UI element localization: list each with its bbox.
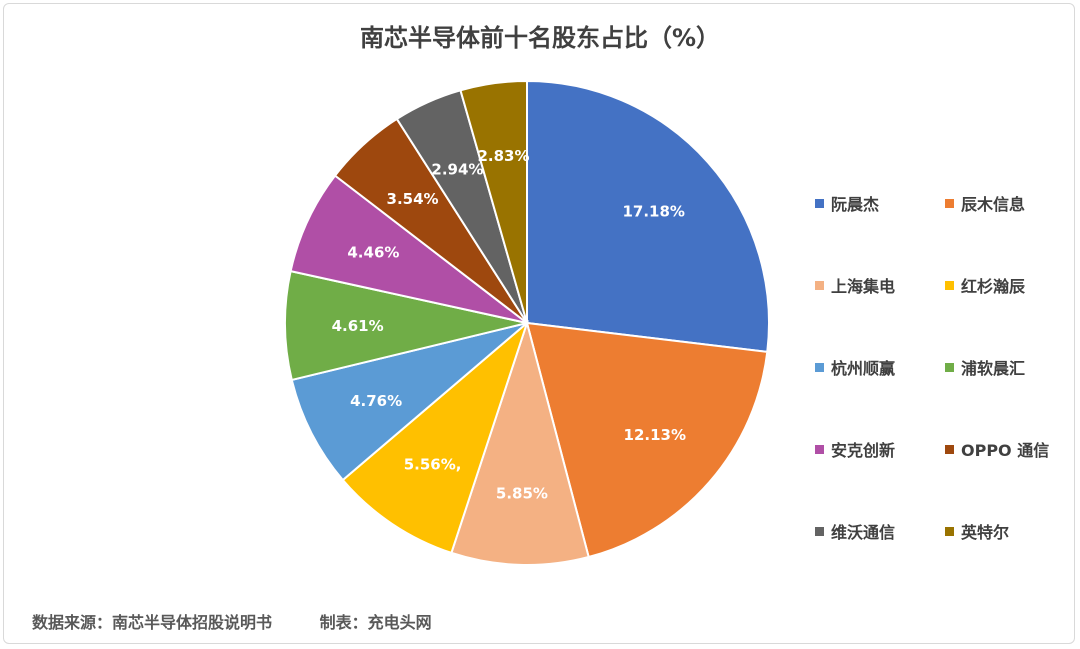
legend-item: 上海集电: [815, 244, 945, 326]
legend-swatch: [945, 444, 954, 454]
legend-label: 辰木信息: [961, 195, 1026, 214]
legend-label: 上海集电: [831, 277, 896, 296]
legend-swatch: [815, 362, 824, 372]
legend-item: 杭州顺赢: [815, 326, 945, 408]
legend-swatch: [945, 280, 954, 290]
legend-swatch: [945, 198, 954, 208]
legend-swatch: [945, 526, 954, 536]
pie-slice: [459, 79, 528, 324]
pie-data-label: 12.13%: [624, 426, 686, 444]
legend-label: 杭州顺赢: [831, 359, 896, 378]
pie-slice: [525, 321, 769, 559]
pie-data-label: 4.61%: [332, 317, 384, 335]
legend-item: 安克创新: [815, 408, 945, 490]
pie-slice: [526, 79, 770, 353]
legend-item: 维沃通信: [815, 490, 945, 572]
maker-note: 制表：充电头网: [319, 613, 432, 632]
source-note: 数据来源：南芯半导体招股说明书: [32, 613, 273, 632]
chart-footer: 数据来源：南芯半导体招股说明书 制表：充电头网: [32, 609, 432, 633]
chart-legend: 阮晨杰 辰木信息上海集电 红杉瀚辰杭州顺赢 浦软晨汇安克创新 OPPO 通信维沃通信 英特…: [815, 162, 1065, 572]
chart-title: 南芯半导体前十名股东占比（%）: [359, 24, 721, 52]
legend-swatch: [945, 362, 954, 372]
legend-item: 红杉瀚辰: [945, 244, 1065, 326]
pie-data-label: 17.18%: [622, 203, 684, 221]
legend-swatch: [815, 526, 824, 536]
legend-label: 英特尔: [961, 523, 1010, 542]
pie-data-label: 4.76%: [350, 392, 402, 410]
pie-data-label: 3.54%: [387, 190, 439, 208]
legend-item: 英特尔: [945, 490, 1065, 572]
pie-data-label: 5.56%,: [404, 456, 462, 474]
pie-slice: [284, 269, 528, 382]
legend-label: OPPO 通信: [961, 441, 1050, 460]
legend-item: OPPO 通信: [945, 408, 1065, 490]
legend-item: 浦软晨汇: [945, 326, 1065, 408]
pie-data-label: 2.94%: [431, 161, 483, 179]
legend-label: 安克创新: [831, 441, 896, 460]
pie-data-label: 2.83%: [477, 147, 529, 165]
pie-data-label: 5.85%: [496, 484, 548, 502]
legend-swatch: [815, 198, 824, 208]
legend-label: 浦软晨汇: [961, 359, 1026, 378]
pie-slice: [450, 319, 590, 566]
legend-label: 红杉瀚辰: [961, 277, 1026, 296]
legend-item: 辰木信息: [945, 162, 1065, 244]
pie-slice: [290, 322, 528, 482]
legend-item: 阮晨杰: [815, 162, 945, 244]
legend-swatch: [815, 280, 824, 290]
legend-swatch: [815, 444, 824, 454]
pie-slice: [289, 174, 528, 324]
legend-label: 阮晨杰: [831, 195, 880, 214]
legend-label: 维沃通信: [831, 523, 896, 542]
pie-data-label: 4.46%: [347, 244, 399, 262]
pie-slice: [341, 319, 530, 555]
